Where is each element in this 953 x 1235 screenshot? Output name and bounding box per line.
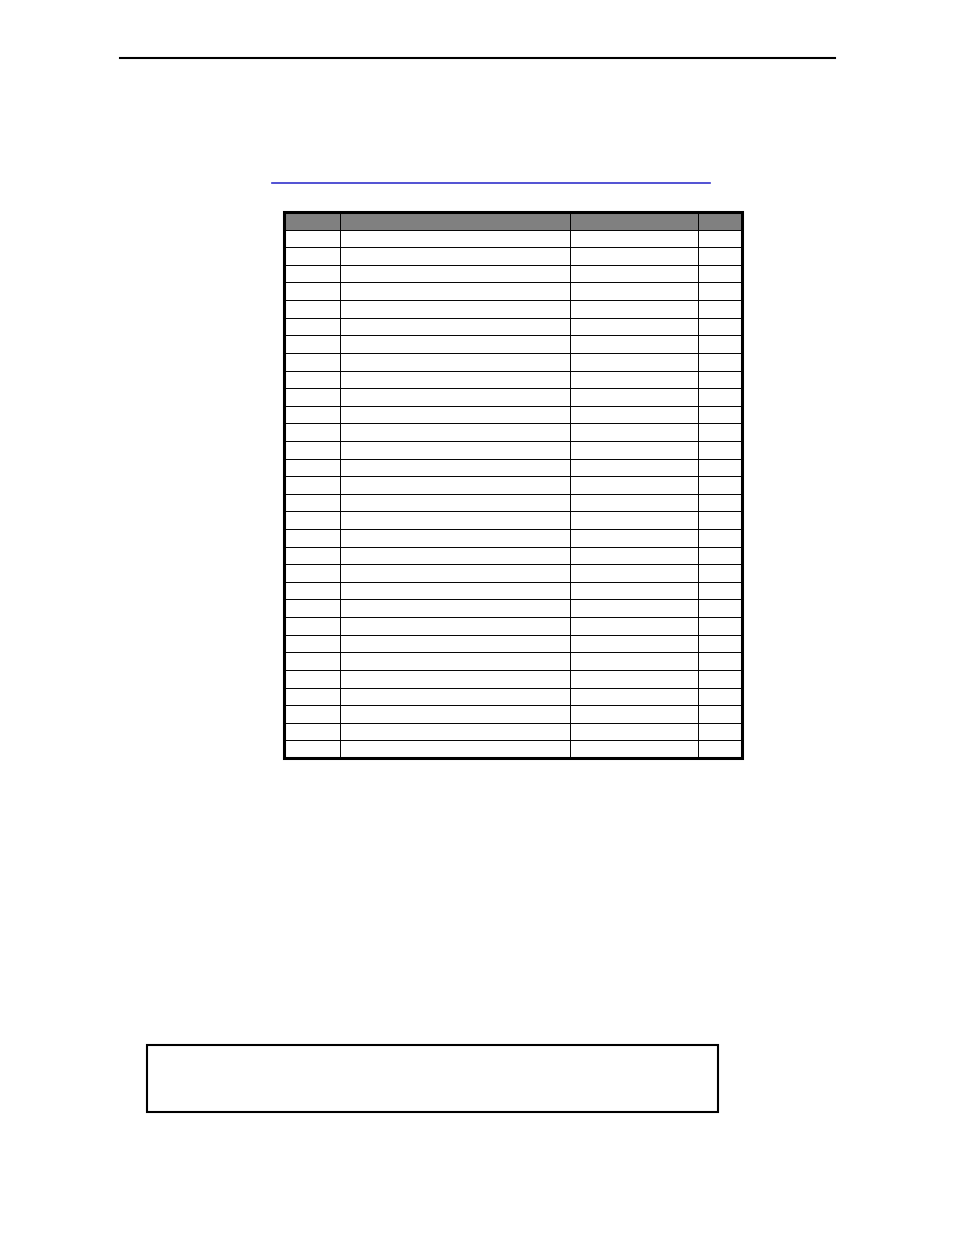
Bar	[284, 212, 741, 758]
Bar	[147, 1045, 718, 1112]
Bar	[284, 212, 741, 758]
Bar	[284, 212, 741, 230]
